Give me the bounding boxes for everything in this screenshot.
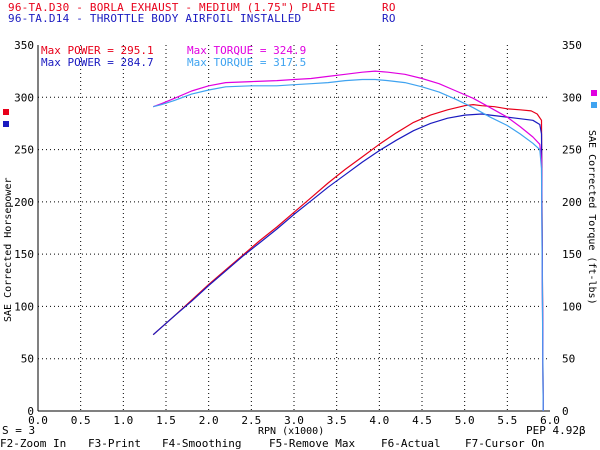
cursor-on-key[interactable]: F7-Cursor On: [465, 437, 545, 450]
run2-description: THROTTLE BODY AIRFOIL INSTALLED: [89, 12, 302, 25]
legend-max-torque-run2: Max TORQUE = 317.5: [187, 56, 306, 69]
y-left-tick-label: 100: [14, 300, 34, 313]
run1-left-marker: [3, 109, 9, 115]
x-tick-label: 4.0: [369, 414, 389, 427]
run1-right-marker: [591, 90, 597, 96]
y-right-tick-label: 300: [562, 91, 582, 104]
y-left-tick-label: 350: [14, 39, 34, 52]
x-tick-label: 0.0: [28, 414, 48, 427]
legend-max-power-run2: Max POWER = 284.7: [41, 56, 154, 69]
y-axis-left-label: SAE Corrected Horsepower: [3, 178, 14, 323]
x-tick-label: 3.0: [284, 414, 304, 427]
legend-max-torque-run1: Max TORQUE = 324.9: [187, 44, 306, 57]
run-markers: [3, 90, 597, 127]
series-lines: [152, 70, 544, 412]
run2-flag: RO: [382, 12, 396, 25]
y-left-tick-label: 300: [14, 91, 34, 104]
y-right-tick-label: 150: [562, 248, 582, 261]
y-right-tick-label: 200: [562, 196, 582, 209]
x-tick-label: 1.5: [156, 414, 176, 427]
y-right-tick-label: 350: [562, 39, 582, 52]
series-line-1: [152, 103, 544, 412]
run2-header: 96-TA.D14 - THROTTLE BODY AIRFOIL INSTAL…: [8, 12, 396, 25]
x-tick-label: 5.5: [497, 414, 517, 427]
x-tick-label: 5.0: [455, 414, 475, 427]
print-key[interactable]: F3-Print: [88, 437, 141, 450]
run1-file: 96-TA.D30: [8, 1, 70, 14]
x-tick-label: 2.0: [199, 414, 219, 427]
legend-max-power-run1: Max POWER = 295.1: [41, 44, 154, 57]
series-line-4: [153, 78, 544, 412]
grid: [38, 45, 550, 411]
run2-right-marker: [591, 102, 597, 108]
series-line-3: [152, 70, 544, 412]
y-left-tick-label: 250: [14, 144, 34, 157]
x-tick-label: 1.0: [113, 414, 133, 427]
run1-description: BORLA EXHAUST - MEDIUM (1.75") PLATE: [89, 1, 336, 14]
run1-flag: RO: [382, 1, 396, 14]
y-axis-right-label: SAE Corrected Torque (ft-lbs): [586, 130, 597, 305]
x-tick-label: 2.5: [241, 414, 261, 427]
legend: Max POWER = 295.1 Max TORQUE = 324.9 Max…: [41, 44, 306, 69]
x-tick-label: 6.0: [540, 414, 560, 427]
run2-file: 96-TA.D14: [8, 12, 70, 25]
remove-max-key[interactable]: F5-Remove Max: [269, 437, 356, 450]
y-left-tick-label: 0: [27, 405, 34, 418]
actual-key[interactable]: F6-Actual: [381, 437, 441, 450]
run1-header: 96-TA.D30 - BORLA EXHAUST - MEDIUM (1.75…: [8, 1, 396, 14]
zoom-in-key[interactable]: F2-Zoom In: [0, 437, 67, 450]
x-tick-label: 0.5: [71, 414, 91, 427]
y-left-tick-label: 50: [21, 353, 34, 366]
axes: [37, 45, 550, 412]
x-axis-label: RPN (x1000): [258, 426, 324, 437]
y-left-tick-label: 200: [14, 196, 34, 209]
function-key-bar: F2-Zoom In F3-Print F4-Smoothing F5-Remo…: [0, 437, 560, 450]
x-tick-label: 3.5: [327, 414, 347, 427]
tick-labels: 0.0 0.5 1.0 1.5 2.0 2.5 3.0 3.5 4.0 4.5 5.0 5.5 6.00…: [14, 39, 582, 427]
y-right-tick-label: 250: [562, 144, 582, 157]
run2-left-marker: [3, 121, 9, 127]
x-tick-label: 4.5: [412, 414, 432, 427]
series-line-2: [152, 113, 544, 412]
y-right-tick-label: 100: [562, 300, 582, 313]
y-left-tick-label: 150: [14, 248, 34, 261]
y-right-tick-label: 50: [562, 353, 575, 366]
version-status: PEP 4.92β: [526, 424, 586, 437]
smoothing-key[interactable]: F4-Smoothing: [162, 437, 242, 450]
smoothing-status: S = 3: [2, 424, 36, 437]
y-right-tick-label: 0: [562, 405, 569, 418]
